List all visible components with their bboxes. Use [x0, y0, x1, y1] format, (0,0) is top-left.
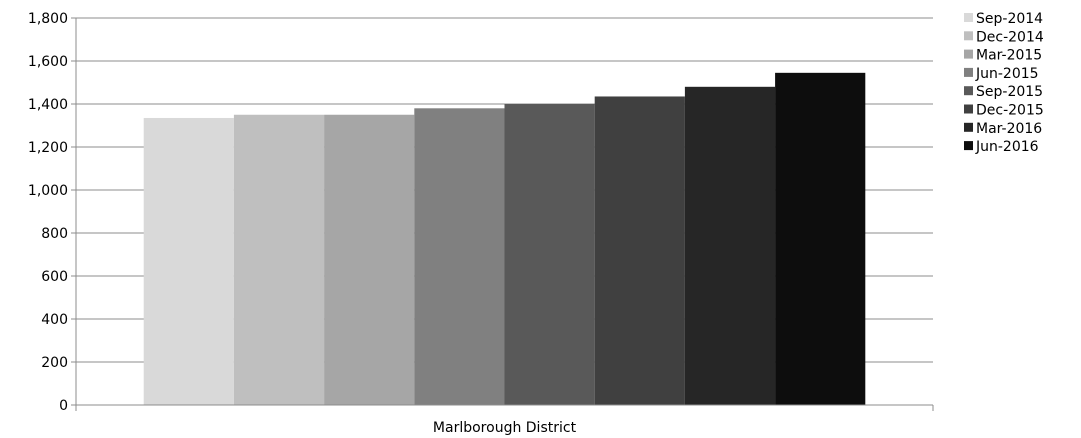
y-tick-label: 1,600	[28, 54, 68, 70]
y-tick-label: 1,200	[28, 140, 68, 156]
y-tick-label: 400	[41, 312, 68, 328]
x-category-labels: Marlborough District	[433, 420, 577, 436]
bar-mar-2016	[684, 86, 776, 406]
x-category-label: Marlborough District	[433, 420, 577, 436]
legend-label: Mar-2016	[976, 121, 1042, 137]
bar-sep-2014	[143, 117, 234, 405]
legend-label: Jun-2016	[975, 139, 1039, 155]
legend-swatch	[964, 122, 973, 132]
legend: Sep-2014 Dec-2014 Mar-2015 Jun-2015 Sep-2015…	[964, 11, 1044, 155]
bar-sep-2015	[504, 104, 595, 405]
legend-label: Sep-2015	[976, 84, 1043, 100]
axes	[71, 17, 934, 411]
y-tick-label: 1,000	[28, 183, 68, 199]
legend-label: Mar-2015	[976, 48, 1042, 64]
legend-swatch	[964, 13, 973, 22]
y-tick-label: 200	[41, 355, 68, 371]
bar-jun-2016	[775, 72, 866, 405]
bar-dec-2014	[233, 114, 325, 405]
legend-label: Sep-2014	[976, 11, 1043, 27]
legend-swatch	[964, 141, 973, 151]
legend-swatch	[964, 86, 973, 96]
y-tick-label: 1,400	[28, 97, 68, 113]
legend-label: Dec-2015	[976, 103, 1044, 119]
y-tick-labels: 0 200 400 600 800 1,000 1,200 1,400 1,600 1,800	[28, 11, 68, 414]
legend-swatch	[964, 49, 973, 59]
bar-dec-2015	[594, 96, 685, 405]
y-tick-label: 600	[41, 269, 68, 285]
bars	[143, 72, 866, 406]
y-tick-label: 1,800	[28, 11, 68, 27]
legend-label: Dec-2014	[976, 29, 1044, 45]
bar-mar-2015	[324, 114, 415, 405]
y-tick-label: 0	[59, 398, 68, 414]
legend-swatch	[964, 67, 973, 77]
legend-swatch	[964, 31, 973, 41]
y-tick-label: 800	[41, 226, 68, 242]
legend-label: Jun-2015	[975, 66, 1039, 82]
legend-swatch	[964, 104, 973, 114]
bar-jun-2015	[414, 108, 505, 406]
